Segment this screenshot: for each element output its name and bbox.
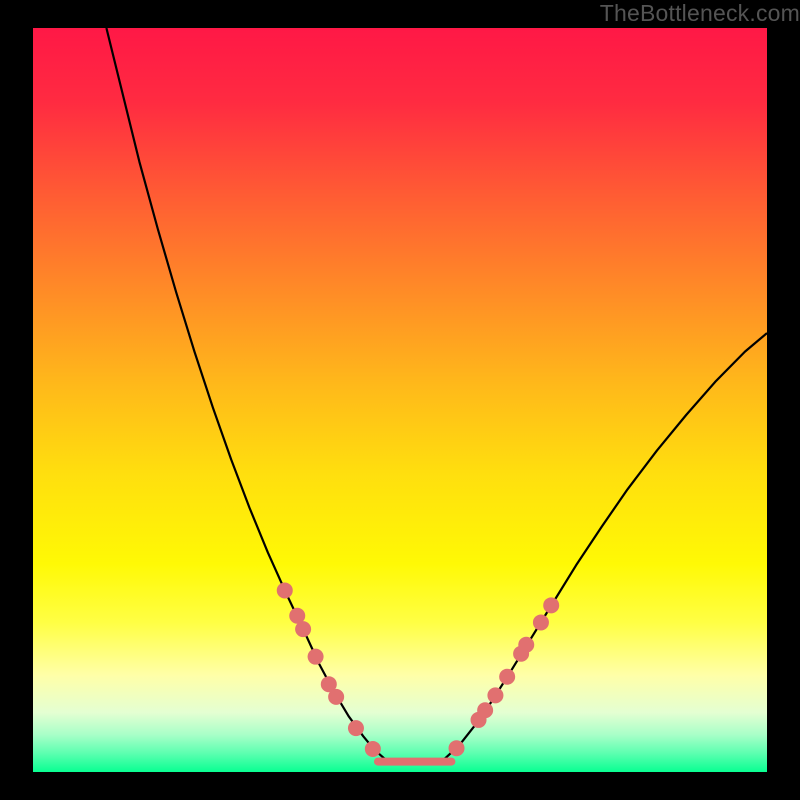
marker-right	[518, 637, 534, 653]
outer-frame: TheBottleneck.com	[0, 0, 800, 800]
watermark-text: TheBottleneck.com	[600, 0, 800, 27]
plot-area	[33, 28, 767, 772]
marker-left	[277, 582, 293, 598]
marker-right	[449, 740, 465, 756]
chart-background	[33, 28, 767, 772]
marker-left	[365, 741, 381, 757]
marker-right	[487, 687, 503, 703]
marker-left	[328, 689, 344, 705]
marker-right	[533, 614, 549, 630]
marker-left	[295, 621, 311, 637]
marker-right	[543, 597, 559, 613]
marker-left	[308, 649, 324, 665]
marker-right	[499, 669, 515, 685]
marker-right	[477, 702, 493, 718]
bottleneck-chart	[33, 28, 767, 772]
marker-left	[348, 720, 364, 736]
